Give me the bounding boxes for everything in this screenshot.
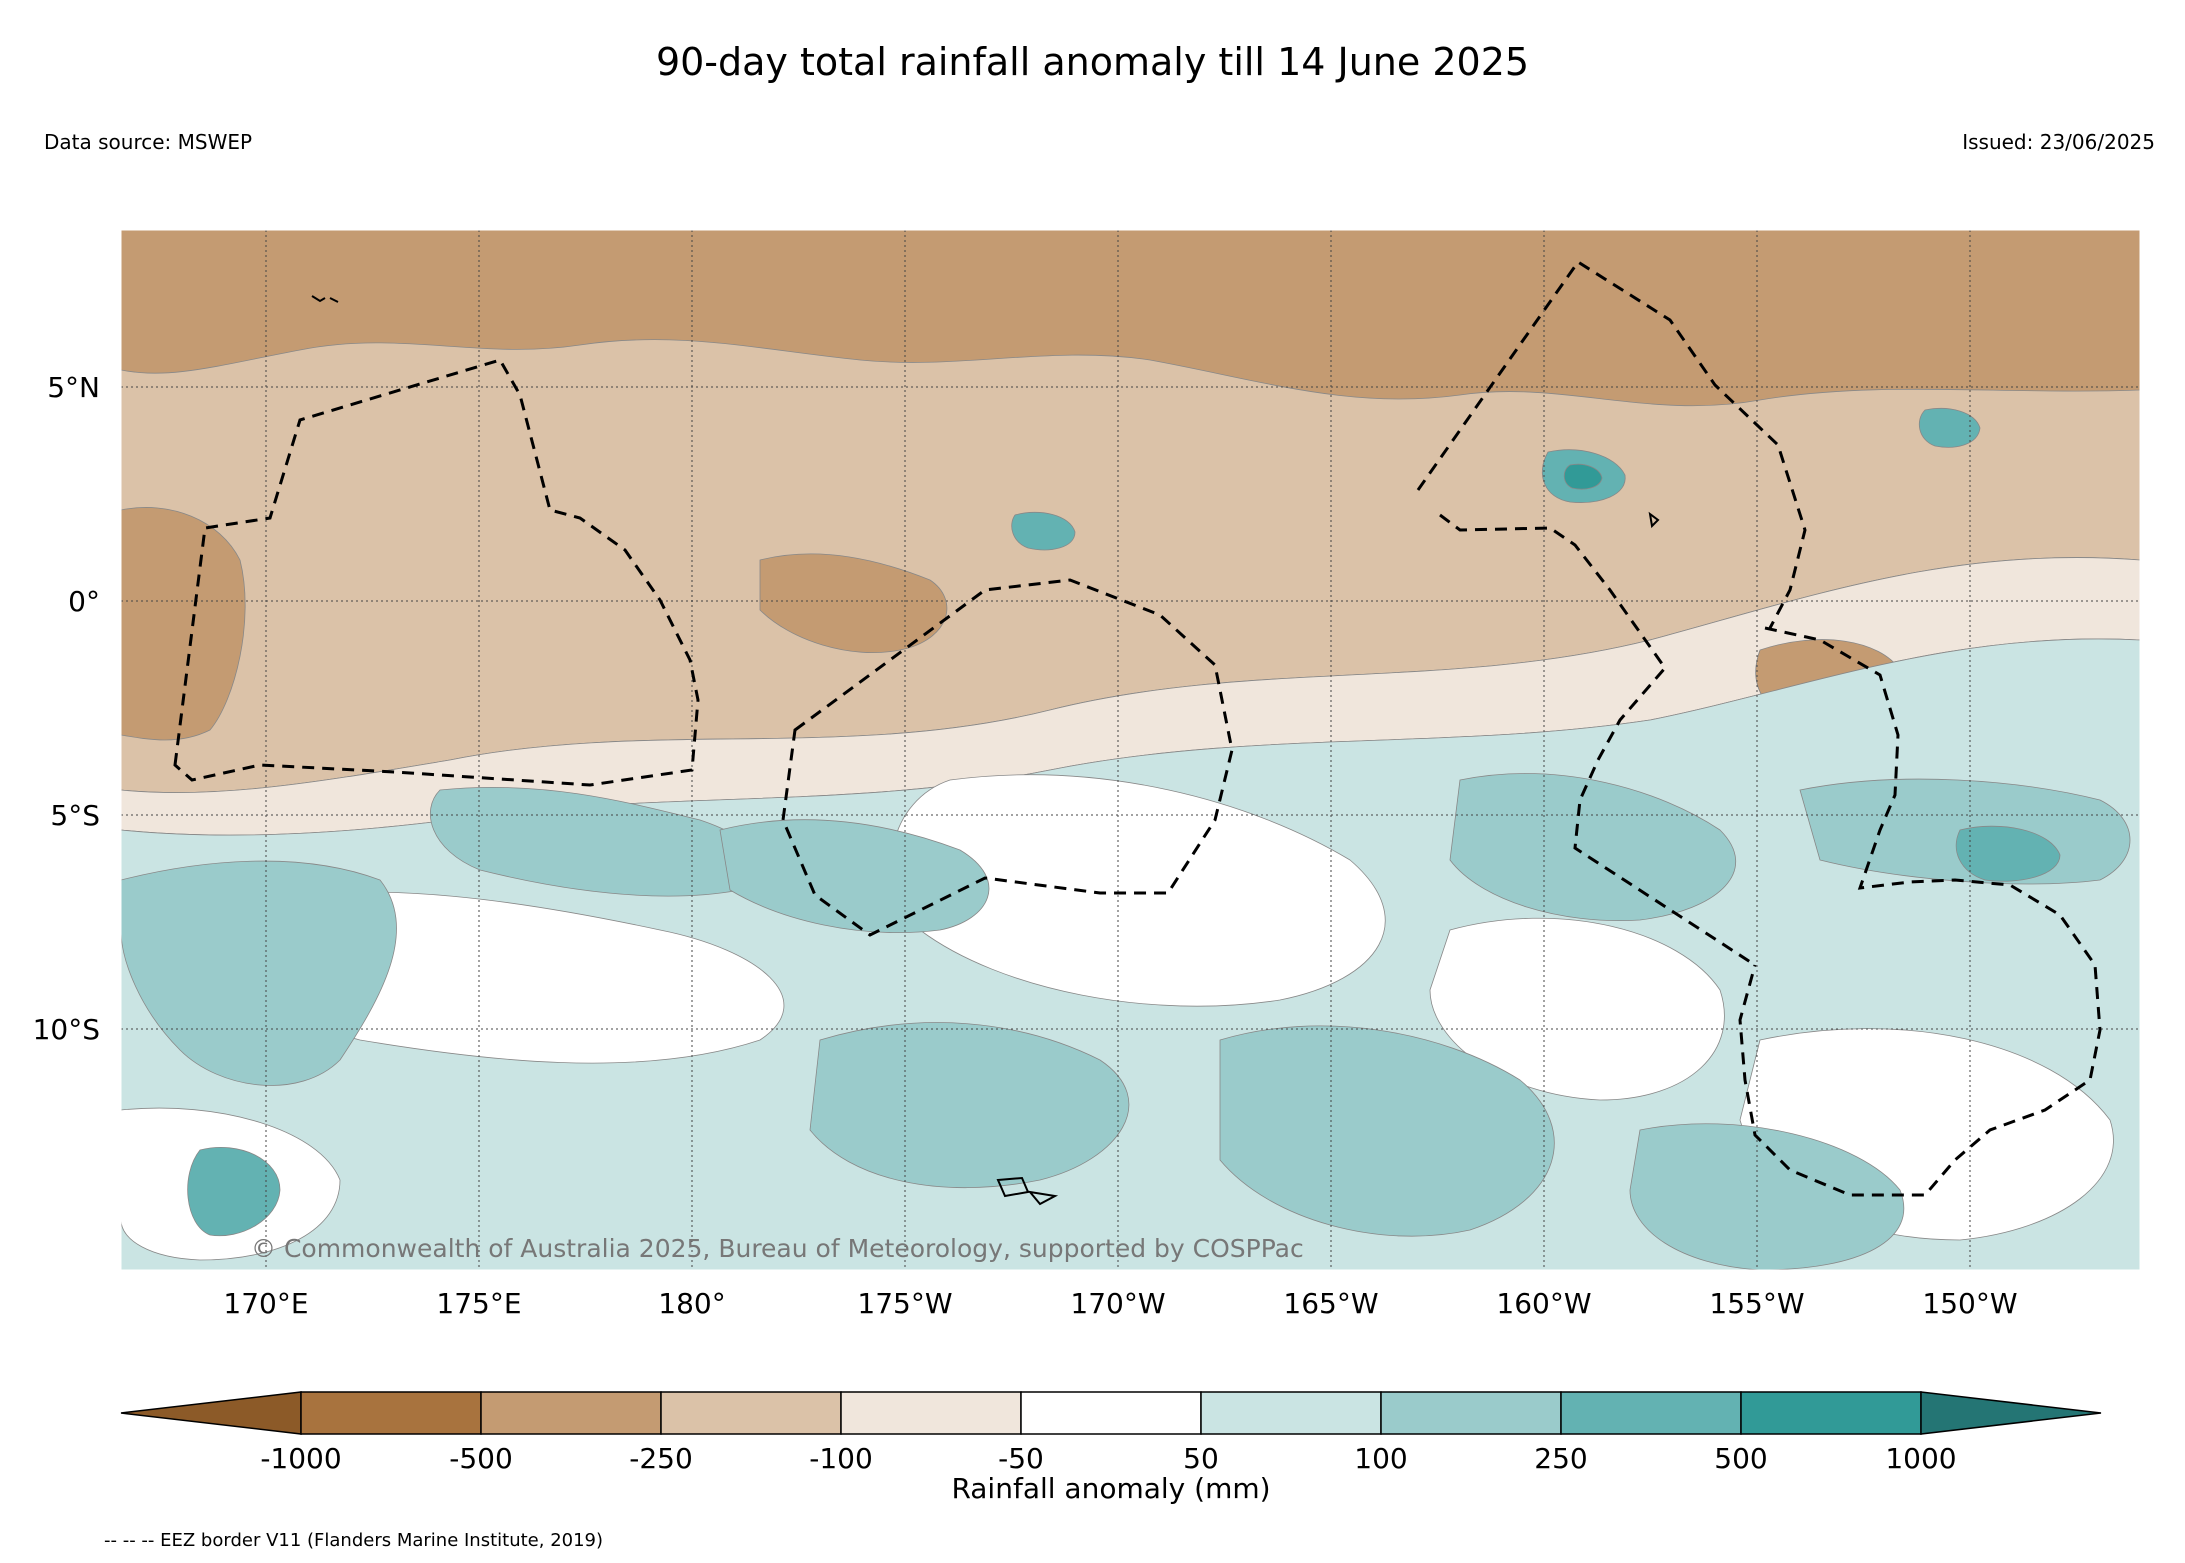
anomaly-region-p250-p500-n [1011, 511, 1076, 551]
island-outline [1648, 511, 1660, 529]
island-outline [311, 295, 326, 303]
colorbar-tick-label: -50 [998, 1442, 1044, 1475]
eez-border-cook-islands [1738, 626, 2102, 1197]
colorbar-tick-label: 100 [1354, 1442, 1407, 1475]
colorbar-title: Rainfall anomaly (mm) [951, 1472, 1270, 1505]
lat-label-5s: 5°S [50, 799, 100, 832]
colorbar [120, 1391, 2102, 1435]
anomaly-region-p100-p250-e [1449, 773, 1737, 922]
lat-label-10s: 10°S [33, 1013, 100, 1046]
colorbar-extend-high [1920, 1391, 2102, 1435]
map-panel [121, 230, 2140, 1270]
colorbar-segment-m250-m100 [660, 1391, 842, 1435]
eez-border-kiribati-line-north [1416, 259, 1807, 629]
colorbar-tick-label: 1000 [1885, 1442, 1956, 1475]
colorbar-segment-m1000-m500 [300, 1391, 482, 1435]
anomaly-region-p250-p500-s [1955, 825, 2061, 882]
colorbar-tick-label: -1000 [260, 1442, 341, 1475]
map-frame [120, 229, 2141, 1271]
longitude-labels: 170°E 175°E 180° 175°W 170°W 165°W 160°W… [223, 1287, 2017, 1320]
colorbar-segment-50-100 [1200, 1391, 1382, 1435]
colorbar-tick-label: 50 [1183, 1442, 1219, 1475]
colorbar-segment-m500-m250 [480, 1391, 662, 1435]
lon-label-155w: 155°W [1709, 1287, 1804, 1320]
data-source-label: Data source: MSWEP [44, 130, 253, 154]
lat-label-equator: 0° [68, 585, 100, 618]
colorbar-tick-label: -250 [629, 1442, 693, 1475]
anomaly-region-p250-p500-e [1918, 408, 1981, 448]
colorbar-tick-label: -500 [449, 1442, 513, 1475]
lon-label-175e: 175°E [436, 1287, 521, 1320]
issued-date-label: Issued: 23/06/2025 [1962, 130, 2155, 154]
map-title: 90-day total rainfall anomaly till 14 Ju… [655, 40, 1530, 84]
copyright-watermark: © Commonwealth of Australia 2025, Bureau… [251, 1234, 1304, 1263]
colorbar-tick-label: 250 [1534, 1442, 1587, 1475]
lon-label-160w: 160°W [1496, 1287, 1591, 1320]
islands [311, 295, 1660, 1206]
latitude-labels: 5°N 0° 5°S 10°S [33, 371, 100, 1046]
lon-label-150w: 150°W [1922, 1287, 2017, 1320]
anomaly-region-p100-p250-south [809, 1022, 1130, 1189]
lon-label-170e: 170°E [223, 1287, 308, 1320]
anomaly-region-p100-p250-se [1629, 1123, 1905, 1270]
eez-border-kiribati-gilbert [173, 358, 700, 787]
lon-label-180: 180° [658, 1287, 725, 1320]
lon-label-170w: 170°W [1070, 1287, 1165, 1320]
gridlines [121, 230, 2140, 1270]
island-outline [1027, 1190, 1059, 1206]
island-outline [329, 297, 339, 303]
anomaly-region-p100-p250-center [719, 819, 990, 933]
eez-legend-note: -- -- -- EEZ border V11 (Flanders Marine… [104, 1530, 604, 1551]
colorbar-segment-500-1000 [1740, 1391, 1922, 1435]
colorbar-segment-m50-50 [1020, 1391, 1202, 1435]
colorbar-tick-label: 500 [1714, 1442, 1767, 1475]
colorbar-tick-label: -100 [809, 1442, 873, 1475]
colorbar-segment-m100-m50 [840, 1391, 1022, 1435]
anomaly-region-m500-m250-west [121, 507, 246, 741]
colorbar-segment-100-250 [1380, 1391, 1562, 1435]
anomaly-region-m500-m250-north [121, 230, 2140, 407]
eez-border-kiribati-line-south [1439, 513, 1756, 967]
island-outline [996, 1176, 1030, 1198]
lon-label-175w: 175°W [857, 1287, 952, 1320]
anomaly-region-p250-p500-sw [187, 1147, 281, 1237]
colorbar-extend-low [120, 1391, 302, 1435]
lat-label-5n: 5°N [47, 371, 100, 404]
lon-label-165w: 165°W [1283, 1287, 1378, 1320]
anomaly-region-p500-p1000 [1563, 463, 1603, 490]
colorbar-tick-labels: -1000 -500 -250 -100 -50 50 100 250 500 … [260, 1442, 1956, 1475]
colorbar-segment-250-500 [1560, 1391, 1742, 1435]
eez-borders [173, 259, 2102, 1197]
eez-border-tuvalu-tokelau [781, 578, 1234, 937]
